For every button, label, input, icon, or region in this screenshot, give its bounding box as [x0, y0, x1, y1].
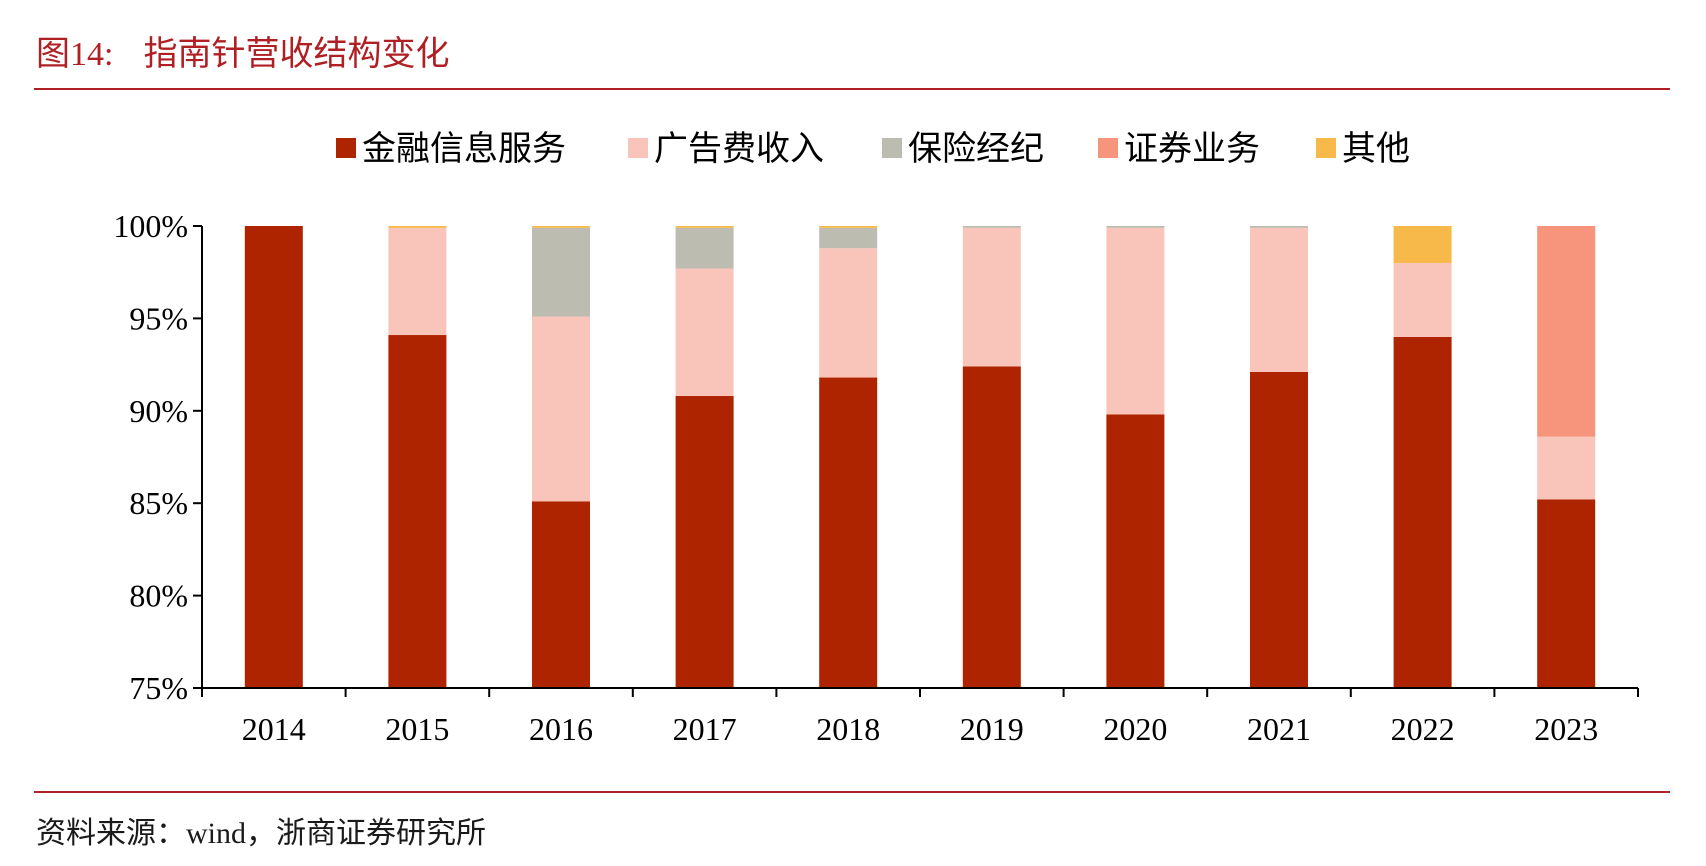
bar-2017-series-1 — [675, 396, 734, 688]
x-tick-label-2021: 2021 — [1247, 711, 1311, 747]
x-tick-label-2017: 2017 — [673, 711, 737, 747]
bar-2021-series-2 — [1250, 227, 1308, 372]
y-tick-label-90: 90% — [129, 393, 188, 429]
y-tick-label-85: 85% — [129, 485, 188, 521]
bar-2015-series-5 — [388, 226, 447, 228]
bar-2017-series-3 — [675, 227, 734, 269]
bar-2016-series-1 — [532, 501, 590, 688]
bar-2015-series-2 — [388, 227, 447, 336]
axes: 75% 80% 85% 90% 95% 100% 2014 2015 2016 2017 2018 2… — [113, 208, 1639, 747]
legend-swatch-3 — [882, 138, 902, 158]
bar-2018-series-3 — [819, 227, 878, 249]
bar-2020-series-1 — [1106, 414, 1165, 688]
bar-2020-series-2 — [1106, 227, 1165, 415]
title-rule — [34, 88, 1670, 90]
bar-2021-series-3 — [1250, 226, 1308, 228]
bar-2018-series-1 — [819, 377, 878, 688]
stacked-bar-chart: 金融信息服务 广告费收入 保险经纪 证券业务 其他 75% 80% 85% 90% 95% 100… — [113, 130, 1639, 747]
bar-2022-series-1 — [1393, 336, 1452, 688]
legend-label-4: 证券业务 — [1124, 130, 1260, 168]
figure-title-text: 指南针营收结构变化 — [143, 36, 450, 73]
bar-2014-series-1 — [244, 226, 303, 688]
x-tick-label-2023: 2023 — [1534, 711, 1598, 747]
legend: 金融信息服务 广告费收入 保险经纪 证券业务 其他 — [336, 130, 1410, 168]
bar-2017-series-5 — [675, 226, 734, 228]
source-note: 资料来源：wind，浙商证券研究所 — [36, 817, 486, 850]
x-tick-label-2020: 2020 — [1103, 711, 1167, 747]
bar-2016-series-5 — [532, 226, 590, 228]
figure-number: 图14: — [36, 36, 114, 73]
bar-2023-series-4 — [1537, 226, 1596, 437]
x-tick-label-2022: 2022 — [1391, 711, 1455, 747]
x-tick-label-2018: 2018 — [816, 711, 880, 747]
bar-2022-series-5 — [1393, 226, 1452, 263]
bar-2019-series-2 — [962, 227, 1021, 367]
y-tick-label-80: 80% — [129, 578, 188, 614]
bar-2019-series-3 — [962, 226, 1021, 228]
legend-swatch-2 — [628, 138, 648, 158]
x-tick-label-2015: 2015 — [385, 711, 449, 747]
bars — [244, 226, 1596, 688]
x-tick-label-2016: 2016 — [529, 711, 593, 747]
bar-2021-series-1 — [1250, 371, 1308, 688]
legend-swatch-1 — [336, 138, 356, 158]
bar-2023-series-1 — [1537, 499, 1596, 688]
legend-label-3: 保险经纪 — [908, 130, 1044, 168]
bar-2015-series-1 — [388, 335, 447, 688]
y-tick-label-95: 95% — [129, 300, 188, 336]
bar-2019-series-1 — [962, 366, 1021, 688]
bar-2023-series-2 — [1537, 436, 1596, 500]
legend-swatch-5 — [1316, 138, 1336, 158]
y-tick-label-75: 75% — [129, 670, 188, 706]
legend-label-5: 其他 — [1342, 131, 1410, 168]
figure-title: 图14: 指南针营收结构变化 — [36, 26, 449, 75]
bar-2016-series-2 — [532, 316, 590, 502]
bar-2018-series-5 — [819, 226, 878, 228]
bar-2016-series-3 — [532, 227, 590, 317]
x-tick-label-2014: 2014 — [242, 711, 306, 747]
source-rule — [34, 791, 1670, 793]
bar-2017-series-2 — [675, 268, 734, 397]
legend-swatch-4 — [1098, 138, 1118, 158]
bar-2022-series-2 — [1393, 262, 1452, 337]
legend-label-1: 金融信息服务 — [362, 130, 566, 168]
bar-2018-series-2 — [819, 248, 878, 378]
y-tick-label-100: 100% — [113, 208, 188, 244]
x-tick-label-2019: 2019 — [960, 711, 1024, 747]
legend-label-2: 广告费收入 — [654, 130, 824, 168]
bar-2020-series-3 — [1106, 226, 1165, 228]
